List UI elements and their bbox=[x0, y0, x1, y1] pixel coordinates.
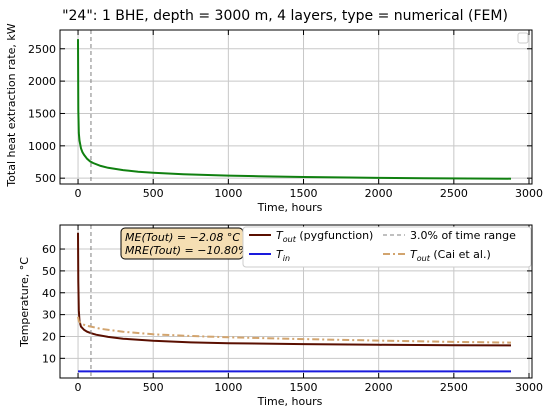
stats-annotation: ME(Tout) = −2.08 °C MRE(Tout) = −10.80% bbox=[120, 227, 248, 260]
chart-title: "24": 1 BHE, depth = 3000 m, 4 layers, t… bbox=[62, 8, 508, 24]
legend-label: Tout (pygfunction) bbox=[276, 229, 373, 244]
plot-background bbox=[60, 30, 532, 184]
x-tick-label: 0 bbox=[75, 381, 82, 394]
y-tick-label: 10 bbox=[42, 352, 56, 365]
x-tick-label: 1500 bbox=[290, 381, 318, 394]
y-tick-label: 60 bbox=[42, 243, 56, 256]
x-tick-label: 3000 bbox=[515, 187, 543, 200]
legend-label: 3.0% of time range bbox=[410, 229, 516, 242]
top-y-axis-label: Total heat extraction rate, kW bbox=[5, 23, 18, 187]
x-tick-label: 500 bbox=[143, 187, 164, 200]
heat-extraction-line bbox=[77, 39, 512, 180]
bottom-x-axis-label: Time, hours bbox=[257, 395, 323, 408]
y-tick-label: 2000 bbox=[28, 75, 56, 88]
top-x-axis-label: Time, hours bbox=[257, 201, 323, 214]
y-tick-label: 1500 bbox=[28, 107, 56, 120]
bottom-legend: Tout (pygfunction) Tin 3.0% of time range T… bbox=[242, 226, 532, 268]
x-tick-label: 500 bbox=[143, 381, 164, 394]
legend-frame bbox=[242, 226, 532, 268]
legend-label: Tin bbox=[276, 248, 290, 263]
annotation-line-2: MRE(Tout) = −10.80% bbox=[125, 244, 248, 257]
plot-frame bbox=[59, 29, 533, 185]
x-tick-label: 2500 bbox=[440, 187, 468, 200]
bottom-y-axis-label: Temperature, °C bbox=[18, 257, 31, 348]
x-tick-label: 1000 bbox=[214, 381, 242, 394]
x-tick-label: 1500 bbox=[290, 187, 318, 200]
y-tick-label: 50 bbox=[42, 265, 56, 278]
y-tick-label: 40 bbox=[42, 287, 56, 300]
y-tick-label: 30 bbox=[42, 309, 56, 322]
x-tick-label: 0 bbox=[75, 187, 82, 200]
plot-frame bbox=[59, 224, 533, 379]
x-tick-label: 1000 bbox=[214, 187, 242, 200]
y-tick-label: 20 bbox=[42, 330, 56, 343]
x-tick-label: 2000 bbox=[365, 187, 393, 200]
x-tick-label: 2500 bbox=[440, 381, 468, 394]
temperature-line bbox=[77, 316, 512, 344]
x-tick-label: 2000 bbox=[365, 381, 393, 394]
x-tick-label: 3000 bbox=[515, 381, 543, 394]
legend-label: Tout (Cai et al.) bbox=[410, 248, 491, 263]
y-tick-label: 1000 bbox=[28, 140, 56, 153]
annotation-line-1: ME(Tout) = −2.08 °C bbox=[125, 231, 240, 244]
heat-extraction-plot: 0 500 1000 1500 2000 2500 3000 500 1000 1500 2000 2… bbox=[28, 29, 543, 200]
y-tick-label: 500 bbox=[35, 172, 56, 185]
empty-legend bbox=[517, 32, 529, 44]
y-tick-label: 2500 bbox=[28, 43, 56, 56]
